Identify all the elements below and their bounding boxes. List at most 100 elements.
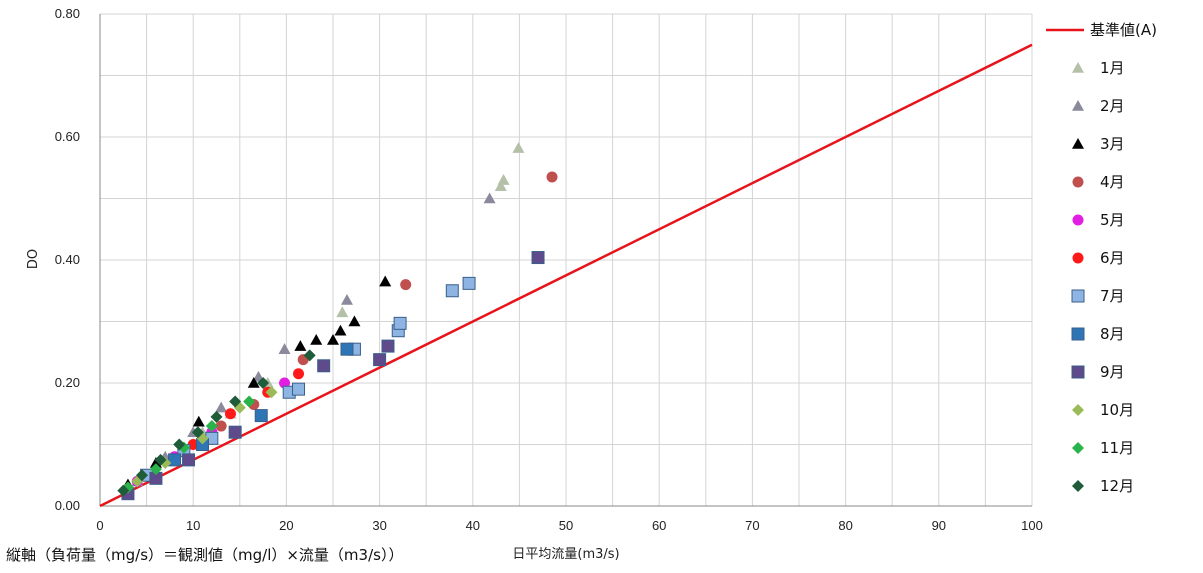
data-point: [117, 484, 130, 497]
x-tick-label: 20: [279, 518, 293, 533]
x-tick-label: 0: [96, 518, 103, 533]
legend-label: 12月: [1100, 477, 1134, 495]
data-point: [149, 463, 162, 476]
legend-swatch: [1072, 214, 1084, 226]
axes: [99, 14, 1032, 507]
y-tick-label: 0.00: [55, 498, 80, 513]
legend-label: 5月: [1100, 211, 1125, 229]
data-point: [393, 316, 407, 330]
legend-label: 10月: [1100, 401, 1134, 419]
data-point: [381, 339, 395, 353]
data-point: [254, 409, 268, 423]
legend-label: 2月: [1100, 97, 1125, 115]
x-tick-label: 80: [838, 518, 852, 533]
data-point: [228, 425, 242, 439]
legend-label: 6月: [1100, 249, 1125, 267]
legend-swatch: [1072, 442, 1084, 454]
data-point: [224, 408, 236, 420]
legend-label: 8月: [1100, 325, 1125, 343]
y-axis-label: DO: [26, 249, 41, 269]
legend-swatch: [1071, 327, 1085, 341]
legend-swatch: [1072, 480, 1084, 492]
data-point: [327, 333, 339, 345]
data-point: [187, 439, 199, 450]
legend-swatch: [1071, 365, 1085, 379]
data-point: [278, 343, 291, 354]
data-point: [135, 469, 148, 482]
y-tick-label: 0.40: [55, 252, 80, 267]
legend-swatch: [1072, 100, 1084, 111]
data-point: [340, 342, 354, 356]
data-point: [192, 415, 205, 427]
data-point: [149, 456, 162, 468]
legend-label: 1月: [1100, 59, 1125, 77]
reference-line-path: [99, 43, 1033, 508]
y-tick-label: 0.80: [55, 6, 80, 21]
data-point: [303, 349, 316, 362]
data-point: [229, 395, 242, 408]
data-point: [215, 420, 227, 432]
data-point: [247, 377, 260, 388]
data-point: [317, 359, 331, 373]
data-point: [293, 368, 305, 380]
legend-swatch: [1072, 176, 1084, 188]
x-tick-label: 30: [372, 518, 386, 533]
legend-swatch: [1072, 62, 1084, 73]
data-point: [462, 276, 476, 290]
x-tick-label: 90: [932, 518, 946, 533]
data-point: [173, 438, 186, 451]
data-point: [497, 174, 510, 185]
data-point: [154, 453, 167, 466]
data-point: [243, 395, 256, 408]
tick-labels: 0 10 20 30 40 50 60 70 80 90 100 0.00 0.20 0.40 0.60 0.…: [55, 6, 1043, 533]
x-tick-label: 50: [559, 518, 573, 533]
legend-swatch: [1072, 138, 1084, 149]
data-point: [210, 410, 223, 423]
data-point: [373, 353, 387, 367]
legend-label: 9月: [1100, 363, 1125, 381]
data-point: [379, 275, 392, 287]
data-point: [483, 192, 496, 204]
legend: 基準値(A) 1月 2月 3月 4月 5月 6月 7月 8月 9月 10月 11月 12月: [1046, 21, 1157, 495]
data-points: [117, 142, 558, 501]
data-point: [310, 333, 323, 345]
legend-swatch: [1072, 252, 1084, 264]
x-axis-label: 日平均流量(m3/s): [512, 547, 619, 562]
data-point: [168, 453, 182, 467]
legend-swatch: [1071, 289, 1085, 303]
data-point: [340, 293, 353, 305]
x-tick-label: 40: [466, 518, 480, 533]
data-point: [546, 171, 558, 183]
x-tick-label: 60: [652, 518, 666, 533]
x-tick-label: 10: [186, 518, 200, 533]
legend-swatch: [1072, 404, 1084, 416]
data-point: [191, 426, 204, 439]
data-point: [215, 401, 228, 413]
data-point: [294, 340, 307, 351]
data-point: [512, 142, 525, 153]
reference-line: [99, 43, 1033, 508]
x-tick-label: 70: [745, 518, 759, 533]
data-point: [336, 306, 349, 318]
legend-label: 基準値(A): [1090, 21, 1157, 39]
data-point: [531, 251, 545, 265]
data-point: [400, 279, 412, 291]
y-tick-label: 0.60: [55, 129, 80, 144]
data-point: [257, 377, 270, 389]
data-point: [334, 324, 347, 336]
legend-label: 7月: [1100, 287, 1125, 305]
data-point: [205, 420, 218, 433]
legend-label: 4月: [1100, 173, 1125, 191]
footnote: 縦軸（負荷量（mg/s）＝観測値（mg/l）×流量（m3/s））: [6, 546, 404, 564]
data-point: [182, 453, 196, 467]
data-point: [445, 284, 459, 298]
legend-label: 11月: [1100, 439, 1134, 457]
legend-label: 3月: [1100, 135, 1125, 153]
data-point: [494, 180, 507, 191]
data-point: [292, 382, 306, 396]
data-point: [348, 315, 361, 327]
data-point: [265, 386, 278, 399]
x-tick-label: 100: [1021, 518, 1043, 533]
y-tick-label: 0.20: [55, 375, 80, 390]
